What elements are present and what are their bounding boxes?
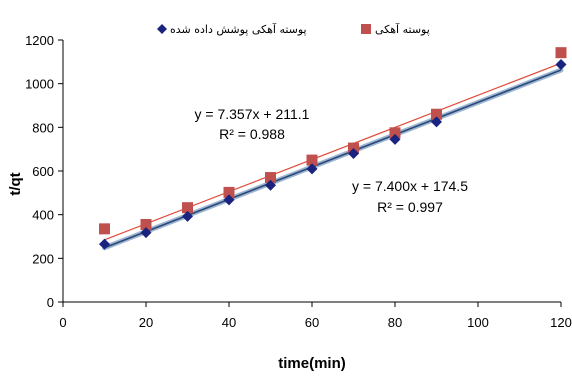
y-axis-title: t/qt [7,172,24,195]
y-tick-label: 600 [32,164,54,179]
x-tick-label: 80 [388,315,402,330]
equation-series-1: y = 7.400x + 174.5 R² = 0.997 [352,178,468,215]
point-series-2 [555,47,567,59]
x-axis-title: time(min) [278,355,346,372]
equation-series-2: y = 7.357x + 211.1 R² = 0.988 [195,106,310,142]
point-series-1 [265,179,276,191]
x-tick-label: 100 [467,315,489,330]
legend-marker-diamond [157,24,167,34]
r2-text-series-1: R² = 0.997 [377,199,443,215]
point-series-2 [182,202,193,214]
point-series-1 [99,238,110,250]
y-tick-label: 800 [32,120,54,135]
legend-entry-series-1: پوسته آهکی پوشش داده شده [157,22,307,36]
point-series-2 [389,127,401,139]
equation-text-series-1: y = 7.400x + 174.5 [352,178,468,194]
y-tick-label: 0 [47,295,54,310]
axes: 0 200 400 600 800 1000 1200 0 20 40 60 80 100 120 [25,33,572,330]
point-series-2 [265,172,276,184]
point-series-2 [99,223,110,235]
point-series-1 [182,210,193,222]
equation-text-series-2: y = 7.357x + 211.1 [195,106,310,122]
x-tick-label: 20 [139,315,153,330]
trendline-series-2 [104,62,562,241]
x-tick-label: 60 [305,315,319,330]
x-tick-label: 0 [59,315,66,330]
point-series-1 [140,227,152,239]
point-series-2 [431,108,442,120]
legend-label-series-2: پوسته آهکی [375,22,430,36]
legend-label-series-1: پوسته آهکی پوشش داده شده [170,22,307,36]
r2-text-series-2: R² = 0.988 [219,126,285,142]
point-series-1 [389,133,401,145]
point-series-2 [223,186,235,198]
y-tick-label: 1200 [25,33,54,48]
point-series-1 [223,194,235,206]
legend: پوسته آهکی پوشش داده شده پوسته آهکی [157,22,430,36]
x-tick-label: 40 [222,315,236,330]
y-tick-label: 1000 [25,77,54,92]
trendlines [102,62,564,251]
legend-marker-square [361,24,371,34]
y-tick-label: 400 [32,208,54,223]
point-series-1 [431,116,442,128]
trendline-series-1 [104,69,562,249]
x-tick-label: 120 [550,315,572,330]
point-series-1 [348,148,359,160]
data-points [99,47,567,250]
legend-entry-series-2: پوسته آهکی [361,22,430,36]
point-series-2 [140,218,152,230]
point-series-2 [306,154,318,166]
point-series-1 [306,163,318,175]
y-tick-label: 200 [32,251,54,266]
point-series-1 [555,58,567,70]
